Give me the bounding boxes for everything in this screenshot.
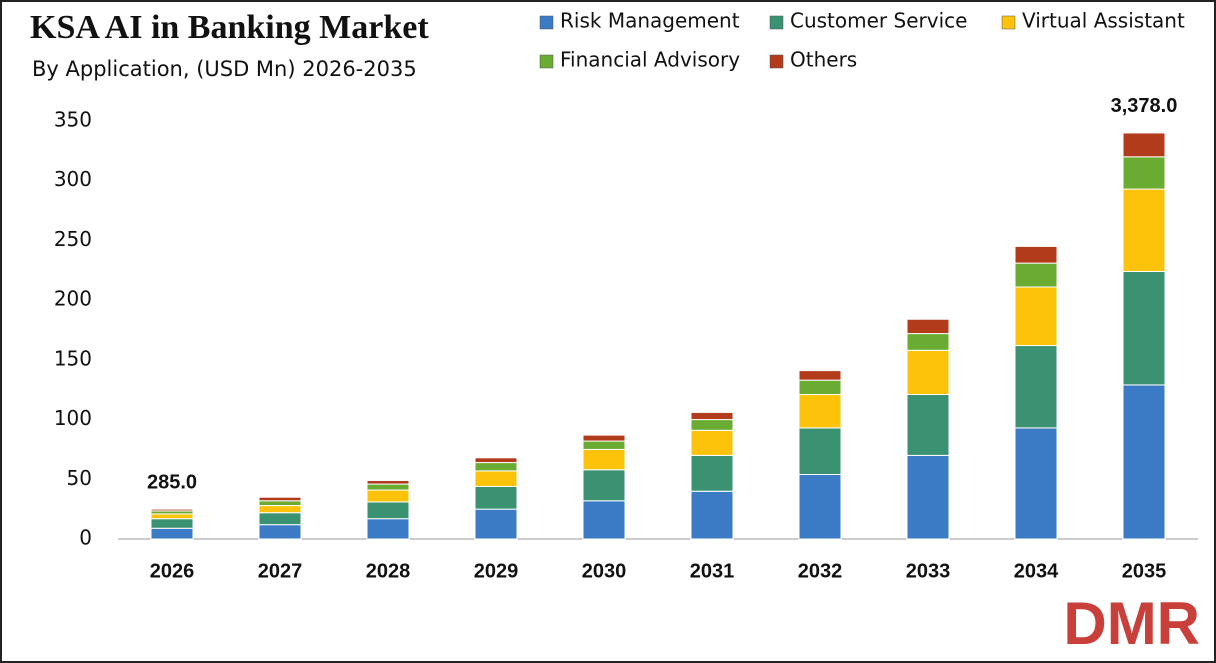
bar-segment [906, 318, 950, 335]
bar-segment [474, 485, 518, 510]
x-tick-label: 2032 [798, 560, 843, 582]
chart-title: KSA AI in Banking Market [30, 9, 429, 46]
annotation: 3,378.0 [1111, 95, 1178, 117]
y-tick-label: 100 [54, 406, 92, 430]
y-tick-label: 300 [54, 167, 92, 191]
bar-segment [474, 462, 518, 472]
bar-segment [798, 427, 842, 476]
legend-swatch [539, 54, 554, 69]
x-tick-label: 2034 [1014, 560, 1059, 582]
x-tick-label: 2035 [1122, 560, 1167, 582]
bar-segment [906, 454, 950, 540]
legend-label: Virtual Assistant [1022, 9, 1185, 33]
y-tick-label: 0 [79, 526, 92, 550]
bar-segment [366, 501, 410, 520]
bar-segment [258, 524, 302, 540]
bar-segment [582, 448, 626, 471]
bar-segment [474, 470, 518, 487]
bar-segment [582, 469, 626, 502]
x-tick-label: 2033 [906, 560, 951, 582]
bar-segment [798, 370, 842, 381]
bar-segment [690, 419, 734, 431]
bar-segment [1014, 427, 1058, 540]
bar-segment [582, 434, 626, 442]
x-tick-label: 2027 [258, 560, 303, 582]
bar-segment [1122, 270, 1166, 386]
legend-swatch [769, 54, 784, 69]
bar-segment [906, 393, 950, 456]
bar-segment [1014, 245, 1058, 264]
x-tick-label: 2028 [366, 560, 411, 582]
legend-label: Risk Management [560, 9, 740, 33]
legend-swatch [769, 15, 784, 30]
bar-segment [582, 500, 626, 540]
bar-segment [690, 454, 734, 492]
bar-segment [258, 500, 302, 507]
bar-segment [1014, 286, 1058, 347]
x-tick-label: 2029 [474, 560, 519, 582]
bar-segment [1014, 345, 1058, 429]
bar-segment [258, 512, 302, 526]
bar-segment [258, 505, 302, 514]
logo: DMR [1063, 590, 1200, 657]
bar-segment [1122, 188, 1166, 272]
y-tick-label: 250 [54, 227, 92, 251]
x-tick-label: 2031 [690, 560, 735, 582]
bar-segment [474, 508, 518, 540]
legend-label: Financial Advisory [560, 48, 740, 72]
bar-segment [798, 393, 842, 429]
bar-segment [690, 429, 734, 456]
bar-segment [150, 527, 194, 540]
bar-segment [690, 411, 734, 421]
bar-segment [150, 513, 194, 520]
bar-segment [906, 333, 950, 351]
bar-segment [366, 518, 410, 540]
bar-segment [258, 496, 302, 502]
bar-segment [582, 440, 626, 450]
legend-label: Customer Service [790, 9, 967, 33]
bar-segment [690, 490, 734, 540]
bar-segment [798, 379, 842, 395]
bar-segment [1122, 132, 1166, 158]
y-tick-label: 200 [54, 287, 92, 311]
bar-segment [366, 489, 410, 503]
bar-segment [366, 483, 410, 491]
bar-segment [150, 508, 194, 512]
legend-swatch [1001, 15, 1016, 30]
chart-subtitle: By Application, (USD Mn) 2026-2035 [32, 57, 417, 81]
y-tick-label: 350 [54, 108, 92, 132]
bar-segment [366, 479, 410, 485]
bar-segment [1122, 156, 1166, 190]
legend-label: Others [790, 48, 857, 72]
annotation: 285.0 [147, 471, 197, 493]
bar-segment [150, 518, 194, 529]
x-tick-label: 2030 [582, 560, 627, 582]
legend-swatch [539, 15, 554, 30]
y-tick-label: 50 [67, 466, 92, 490]
bar-segment [1014, 262, 1058, 288]
bar-segment [474, 457, 518, 464]
bar-segment [798, 474, 842, 540]
x-tick-label: 2026 [150, 560, 195, 582]
bar-segment [1122, 384, 1166, 540]
y-tick-label: 150 [54, 346, 92, 370]
bar-segment [906, 349, 950, 395]
